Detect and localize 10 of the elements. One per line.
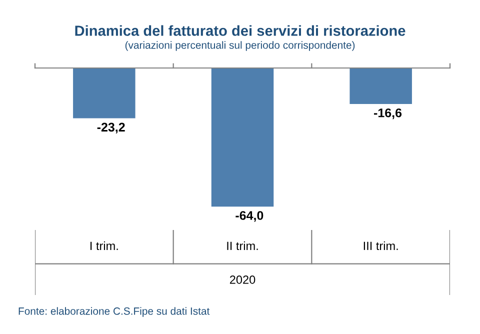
data-label: -16,6 (374, 108, 402, 120)
x-tick-label: II trim. (227, 241, 258, 250)
data-label: -23,2 (97, 122, 125, 134)
chart-title: Dinamica del fatturato dei servizi di ristorazione (75, 25, 406, 36)
x-tick-label: III trim. (364, 241, 398, 250)
source-note: Fonte: elaborazione C.S.Fipe su dati Istat (18, 307, 210, 317)
x-tick-label: I trim. (90, 241, 118, 250)
x-axis-title: 2020 (230, 276, 256, 284)
data-label: -64,0 (236, 211, 264, 222)
chart-subtitle: (variazioni percentuali sul periodo corrispondente) (125, 41, 355, 51)
